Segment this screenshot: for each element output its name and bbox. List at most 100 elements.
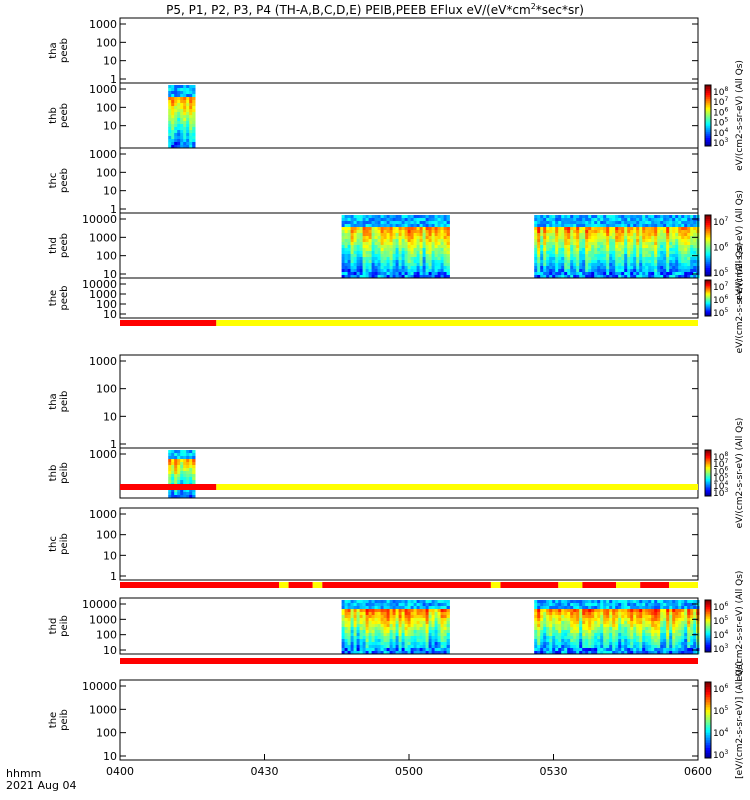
x-tick-label: 0600 <box>684 765 712 778</box>
y-axis-label: thb <box>48 465 59 482</box>
y-tick-label: 1000 <box>89 231 117 244</box>
panel-thc-peib: 1000 100 10 1 thc peib <box>48 507 699 583</box>
y-axis-label: peib <box>59 709 70 731</box>
flag-segment <box>216 484 699 490</box>
flag-segment <box>120 582 279 588</box>
flag-segment <box>558 582 583 588</box>
y-tick-label: 100 <box>96 36 117 49</box>
colorbar-tick-label: 103 <box>713 749 728 761</box>
y-axis-label: the <box>48 290 59 306</box>
panel-frame <box>119 597 699 655</box>
spectrogram-block <box>341 600 450 655</box>
colorbar-label: eV/(cm2-s-sr-eV) (All Qs) <box>735 60 745 171</box>
y-tick-label: 10 <box>103 120 117 133</box>
y-axis-label: peeb <box>59 168 70 193</box>
colorbar-label: eV/(cm2-s-sr-eV) (All Qs) <box>735 243 745 354</box>
y-tick-label: 10000 <box>82 213 117 226</box>
panel-frame <box>119 354 699 449</box>
panel-thc-peeb: 1000 100 10 1 thc peeb <box>48 147 699 216</box>
y-tick-label: 1 <box>110 73 117 86</box>
x-tick-label: 0530 <box>540 765 568 778</box>
y-axis-label: thd <box>48 237 59 254</box>
panel-frame <box>119 82 699 149</box>
y-axis-label: tha <box>48 42 59 58</box>
y-tick-label: 100 <box>96 629 117 642</box>
y-tick-label: 100 <box>96 166 117 179</box>
panel-thd-peib: 10000 1000 100 10 thd peib 106 105 104 103 eV/(cm2… <box>48 571 745 682</box>
flag-segment <box>120 484 217 490</box>
colorbar-tick-label: 104 <box>713 629 728 641</box>
panel-frame <box>119 679 699 761</box>
colorbar-tick-label: 105 <box>713 307 728 319</box>
y-axis-label: thc <box>48 173 59 189</box>
y-tick-label: 1000 <box>89 448 117 461</box>
y-axis-label: peeb <box>59 38 70 63</box>
y-tick-label: 10000 <box>82 598 117 611</box>
x-tick-label: 0500 <box>395 765 423 778</box>
quality-flag-bar <box>120 582 698 588</box>
colorbar-tick-label: 103 <box>713 643 728 655</box>
quality-flag-bar <box>120 658 698 664</box>
y-tick-label: 10 <box>103 549 117 562</box>
spectrogram-block <box>168 85 196 149</box>
y-tick-label: 1000 <box>89 508 117 521</box>
y-tick-label: 10000 <box>82 278 117 291</box>
panel-frame <box>119 17 699 84</box>
flag-segment <box>288 582 313 588</box>
flag-segment <box>640 582 670 588</box>
flag-segment <box>500 582 559 588</box>
x-tick-label: 0430 <box>251 765 279 778</box>
colorbar-tick-label: 106 <box>713 242 728 254</box>
flag-segment <box>616 582 641 588</box>
flag-segment <box>490 582 501 588</box>
y-tick-label: 100 <box>96 529 117 542</box>
y-axis-label: peeb <box>59 233 70 258</box>
x-axis-date-label: 2021 Aug 04 <box>6 779 77 792</box>
y-tick-label: 100 <box>96 298 117 311</box>
y-axis-label: thc <box>48 536 59 552</box>
y-axis-label: peeb <box>59 286 70 311</box>
colorbar-tick-label: 105 <box>713 705 728 717</box>
colorbar-tick-label: 103 <box>713 487 728 499</box>
y-axis-label: thb <box>48 107 59 124</box>
y-axis-label: peib <box>59 462 70 484</box>
spectrogram-block <box>168 450 196 499</box>
colorbar-label: eV/(cm2-s-sr-eV) (All Qs) <box>735 418 745 529</box>
y-tick-label: 1000 <box>89 288 117 301</box>
flag-segment <box>120 320 217 326</box>
y-tick-label: 10 <box>103 644 117 657</box>
y-tick-label: 10 <box>103 268 117 281</box>
y-axis-label: the <box>48 712 59 728</box>
panel-the-peib: 10000 1000 100 10 the peib 106 105 104 103 [eV/(cm… <box>48 661 745 779</box>
y-tick-label: 1000 <box>89 613 117 626</box>
flag-segment <box>312 582 323 588</box>
y-tick-label: 1000 <box>89 83 117 96</box>
colorbar-label: eV/(cm2-s-sr-eV) (All Qs) <box>735 190 745 301</box>
y-tick-label: 1 <box>110 570 117 583</box>
panel-frame <box>119 147 699 214</box>
y-tick-label: 1 <box>110 203 117 216</box>
y-tick-label: 1000 <box>89 18 117 31</box>
colorbar-tick-label: 106 <box>713 683 728 695</box>
x-axis-units-label: hhmm <box>6 767 42 780</box>
y-tick-label: 1000 <box>89 355 117 368</box>
flag-segment <box>322 582 491 588</box>
y-tick-label: 10000 <box>82 680 117 693</box>
y-tick-label: 1 <box>110 438 117 451</box>
panel-frame <box>119 447 699 499</box>
y-tick-label: 1000 <box>89 148 117 161</box>
flag-segment <box>279 582 289 588</box>
quality-flag-bar <box>120 484 699 490</box>
colorbar-label: eV/(cm2-s-sr-eV) (All Qs) <box>735 571 745 682</box>
y-tick-label: 10 <box>103 750 117 763</box>
colorbar-tick-label: 105 <box>713 267 728 279</box>
y-axis-label: tha <box>48 393 59 409</box>
colorbar-tick-label: 107 <box>713 216 728 228</box>
y-tick-label: 100 <box>96 727 117 740</box>
y-tick-label: 10 <box>103 410 117 423</box>
colorbar-label: [eV/(cm2-s-sr-eV)] (All Qs) <box>735 661 745 779</box>
